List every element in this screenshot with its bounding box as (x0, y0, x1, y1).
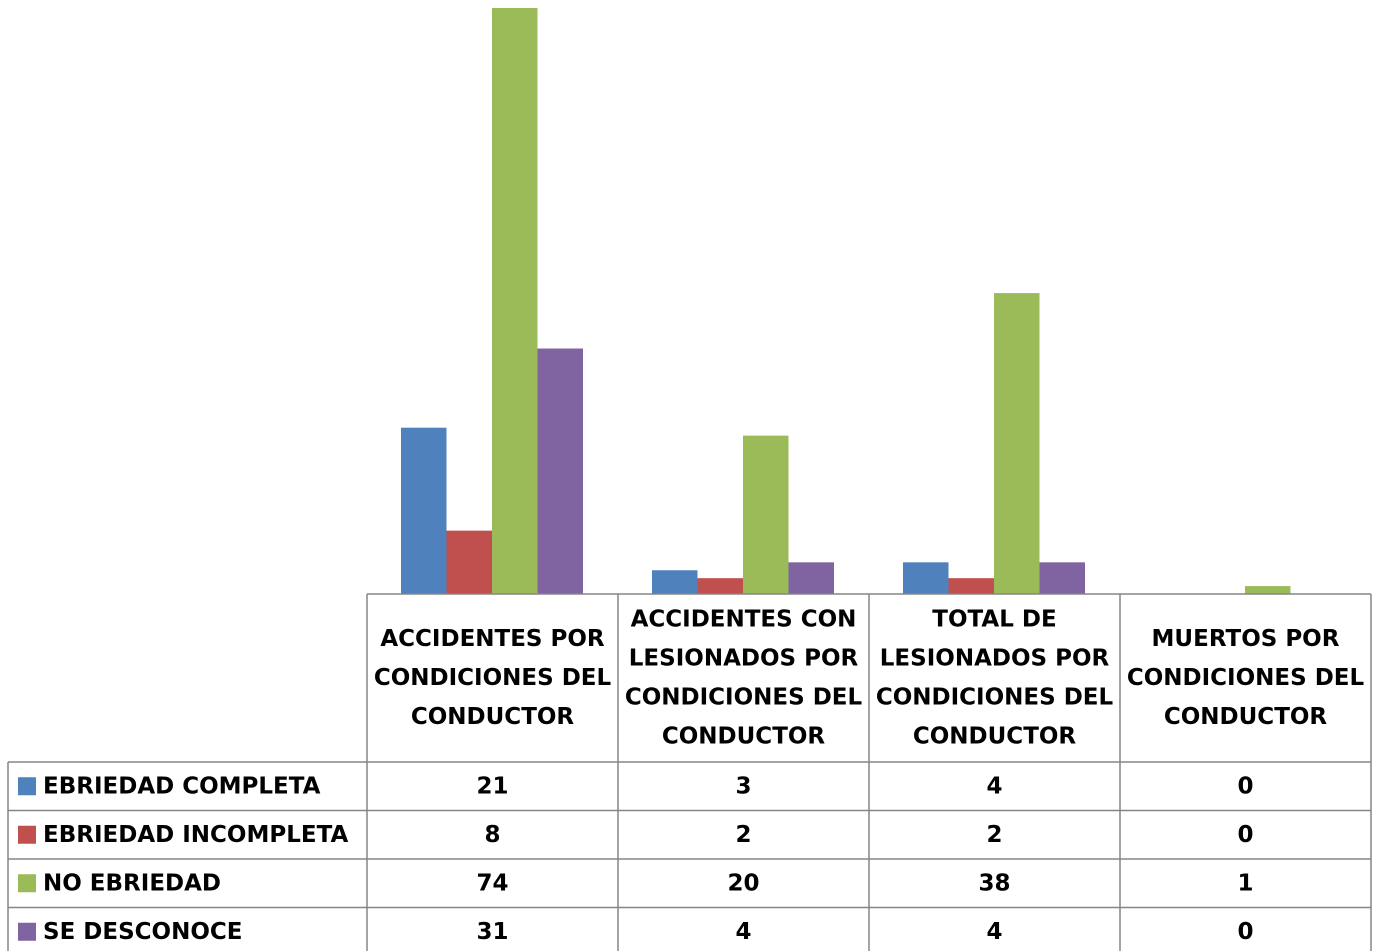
data-label-4-cat-1: 31 (476, 919, 508, 945)
series-label-4: SE DESCONOCE (43, 919, 242, 945)
data-label-1-cat-1: 21 (476, 773, 508, 799)
bar-1-cat-1 (401, 427, 447, 594)
data-label-4-cat-3: 4 (986, 919, 1002, 945)
data-label-3-cat-3: 38 (978, 870, 1010, 896)
data-label-2-cat-2: 2 (735, 822, 751, 848)
data-label-1-cat-4: 0 (1237, 773, 1253, 799)
bar-3-cat-2 (743, 435, 789, 594)
category-label-2-line-3: CONDICIONES DEL (625, 685, 863, 711)
bar-1-cat-3 (903, 562, 949, 594)
series-label-3: NO EBRIEDAD (43, 870, 221, 896)
legend-key-4 (18, 922, 36, 941)
legend-key-2 (18, 825, 36, 844)
legend-key-3 (18, 874, 36, 893)
bar-3-cat-3 (994, 293, 1040, 594)
data-label-1-cat-2: 3 (735, 773, 751, 799)
category-label-3-line-2: LESIONADOS POR (880, 646, 1110, 672)
bar-2-cat-2 (697, 578, 743, 594)
data-label-1-cat-3: 4 (986, 773, 1002, 799)
bar-3-cat-1 (492, 8, 538, 594)
bar-4-cat-1 (537, 348, 583, 594)
category-label-3-line-1: TOTAL DE (932, 607, 1056, 633)
bar-2-cat-3 (948, 578, 994, 594)
bar-1-cat-2 (652, 570, 698, 594)
category-label-1-line-2: CONDICIONES DEL (374, 665, 612, 691)
category-label-1-line-3: CONDUCTOR (411, 704, 575, 730)
bar-2-cat-1 (446, 530, 492, 594)
bar-3-cat-4 (1245, 586, 1291, 594)
bar-4-cat-2 (788, 562, 834, 594)
category-label-2-line-2: LESIONADOS POR (629, 646, 859, 672)
category-label-2-line-1: ACCIDENTES CON (631, 607, 857, 633)
data-label-2-cat-1: 8 (484, 822, 500, 848)
category-label-4-line-2: CONDICIONES DEL (1127, 665, 1365, 691)
data-label-2-cat-4: 0 (1237, 822, 1253, 848)
category-label-2-line-4: CONDUCTOR (662, 724, 826, 750)
category-label-4-line-1: MUERTOS POR (1152, 626, 1340, 652)
bars-layer (401, 8, 1291, 594)
category-label-3-line-3: CONDICIONES DEL (876, 685, 1114, 711)
data-label-3-cat-1: 74 (476, 870, 508, 896)
legend-key-1 (18, 777, 36, 796)
data-label-3-cat-2: 20 (727, 870, 759, 896)
category-label-3-line-4: CONDUCTOR (913, 724, 1077, 750)
series-label-1: EBRIEDAD COMPLETA (43, 773, 321, 799)
bar-4-cat-3 (1039, 562, 1085, 594)
data-label-4-cat-4: 0 (1237, 919, 1253, 945)
series-label-2: EBRIEDAD INCOMPLETA (43, 822, 348, 848)
data-label-2-cat-3: 2 (986, 822, 1002, 848)
category-label-1-line-1: ACCIDENTES POR (380, 626, 605, 652)
category-label-4-line-3: CONDUCTOR (1164, 704, 1328, 730)
data-label-3-cat-4: 1 (1237, 870, 1253, 896)
data-label-4-cat-2: 4 (735, 919, 751, 945)
data-table: ACCIDENTES POR CONDICIONES DEL CONDUCTOR AC… (7, 593, 1372, 951)
